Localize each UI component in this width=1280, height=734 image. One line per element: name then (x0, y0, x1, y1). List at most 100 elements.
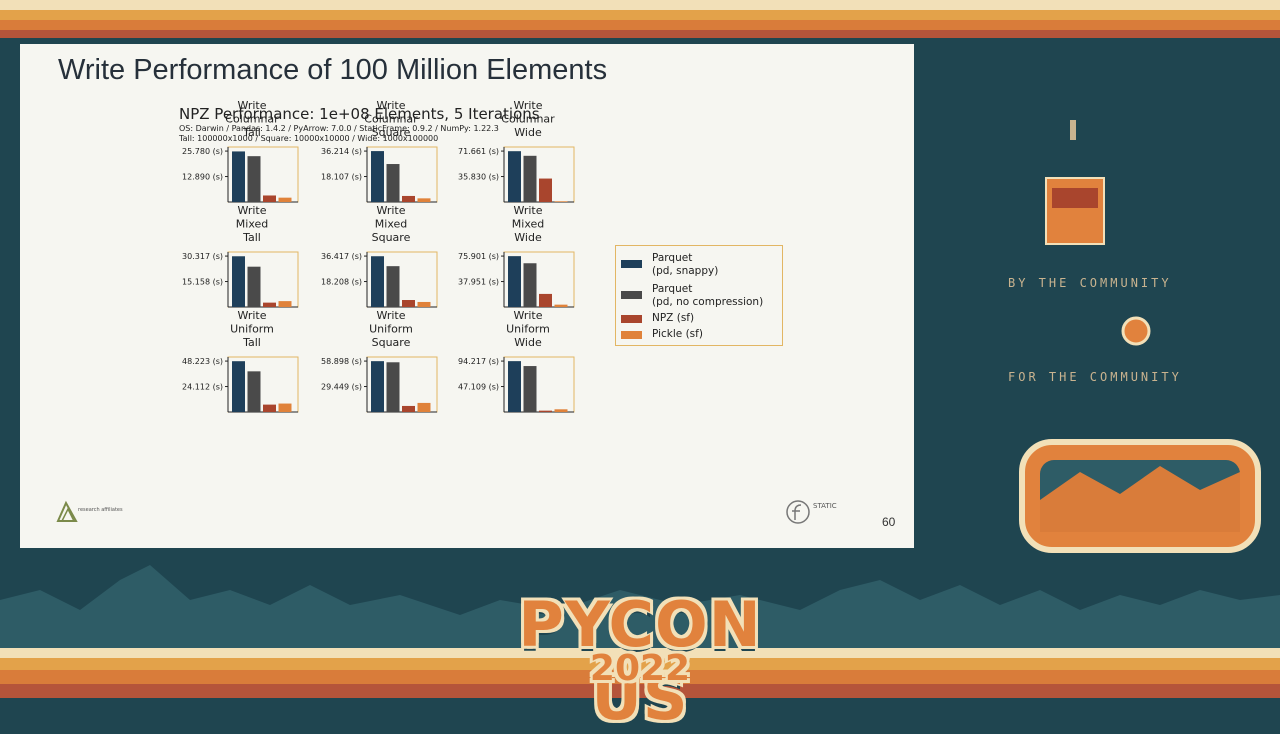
bar-4 (417, 402, 431, 412)
panel-title-line: Write (376, 99, 405, 112)
panel-title-line: Write (513, 99, 542, 112)
panel-title-line: Write (376, 309, 405, 322)
bar-4 (554, 304, 568, 307)
chart-subtitle-versions: OS: Darwin / Pandas: 1.4.2 / PyArrow: 7.… (179, 124, 499, 133)
bottom-stripe-yellow (0, 658, 1280, 670)
panel-title-line: Write (237, 309, 266, 322)
y-tick-label: 75.901 (s) (458, 252, 499, 261)
top-stripe-red (0, 30, 1280, 38)
static-frame-wordmark: STATIC (813, 502, 837, 510)
bar-2 (386, 266, 400, 307)
bar-2 (386, 164, 400, 202)
y-tick-label: 18.208 (s) (321, 278, 362, 287)
bar-2 (523, 366, 537, 412)
y-tick-label: 36.214 (s) (321, 147, 362, 156)
panel-title-line: Tall (242, 231, 261, 244)
panel-title-line: Tall (242, 336, 261, 349)
panel-title-line: Uniform (369, 323, 413, 336)
chart-subtitle-shapes: Tall: 100000x1000 / Square: 10000x10000 … (179, 134, 439, 143)
bar-1 (508, 361, 521, 412)
legend-label-line: (pd, no compression) (652, 296, 764, 308)
research-affiliates-wordmark: research affiliates (78, 507, 123, 513)
legend-label-line: (pd, snappy) (652, 265, 719, 277)
y-tick-label: 35.830 (s) (458, 173, 499, 182)
bar-4 (417, 198, 431, 202)
panel-title-line: Mixed (236, 218, 268, 231)
bar-1 (371, 361, 384, 412)
panel-title-line: Columnar (225, 113, 279, 126)
panel-title-line: Wide (514, 336, 542, 349)
bar-1 (371, 256, 384, 307)
bar-3 (402, 195, 415, 202)
bar-2 (247, 266, 261, 307)
bar-1 (232, 361, 245, 412)
panel-title-line: Uniform (506, 323, 550, 336)
slide-title: Write Performance of 100 Million Element… (58, 54, 608, 86)
top-stripe-orange (0, 20, 1280, 30)
legend-label: Pickle (sf) (652, 328, 703, 340)
page-number: 60 (882, 515, 896, 529)
bar-3 (539, 293, 552, 307)
bar-1 (232, 151, 245, 202)
bar-3 (263, 404, 276, 412)
bar-3 (539, 178, 552, 202)
static-frame-logo (786, 500, 810, 524)
y-tick-label: 71.661 (s) (458, 147, 499, 156)
bar-2 (523, 263, 537, 307)
y-tick-label: 18.107 (s) (321, 173, 362, 182)
bar-2 (247, 156, 261, 202)
legend-swatch (621, 291, 642, 299)
panel-title-line: Square (372, 126, 411, 139)
panel-title-line: Wide (514, 126, 542, 139)
y-tick-label: 48.223 (s) (182, 357, 223, 366)
panel-title-line: Tall (242, 126, 261, 139)
panel-title-line: Columnar (364, 113, 418, 126)
bottom-stripe-orange (0, 670, 1280, 684)
y-tick-label: 36.417 (s) (321, 252, 362, 261)
mountain-silhouette (0, 565, 1280, 650)
y-tick-label: 15.158 (s) (182, 278, 223, 287)
legend-label: NPZ (sf) (652, 312, 695, 324)
bar-1 (508, 151, 521, 202)
y-tick-label: 24.112 (s) (182, 383, 223, 392)
bar-4 (278, 403, 292, 412)
y-tick-label: 94.217 (s) (458, 357, 499, 366)
pycon-year: 2022 (589, 648, 691, 689)
chart-title: NPZ Performance: 1e+08 Elements, 5 Itera… (179, 105, 540, 123)
y-tick-label: 37.951 (s) (458, 278, 499, 287)
bar-3 (402, 405, 415, 412)
bar-2 (386, 362, 400, 412)
bar-4 (554, 409, 568, 412)
bar-2 (247, 371, 261, 412)
chart-legend: Parquet (pd, snappy) Parquet (pd, no com… (615, 245, 783, 346)
bar-1 (508, 256, 521, 307)
panel-title-line: Square (372, 336, 411, 349)
panel-title-line: Write (513, 204, 542, 217)
panel-title-line: Uniform (230, 323, 274, 336)
bar-4 (278, 197, 292, 202)
bottom-stripe-red (0, 684, 1280, 698)
bar-1 (371, 151, 384, 202)
panel-title-line: Write (513, 309, 542, 322)
legend-swatch (621, 260, 642, 268)
panel-title-line: Write (237, 99, 266, 112)
top-stripe-cream (0, 0, 1280, 10)
y-tick-label: 25.780 (s) (182, 147, 223, 156)
bar-3 (263, 302, 276, 307)
y-tick-label: 12.890 (s) (182, 173, 223, 182)
panel-title-line: Mixed (512, 218, 544, 231)
bar-3 (402, 300, 415, 307)
legend-label-line: Parquet (652, 252, 693, 264)
research-affiliates-logo (56, 500, 78, 522)
bottom-band (0, 698, 1280, 720)
panel-title-line: Write (237, 204, 266, 217)
bar-4 (278, 301, 292, 307)
tagline-for-community: FOR THE COMMUNITY (1008, 370, 1182, 384)
conference-decoration (1019, 120, 1261, 553)
panel-title-line: Square (372, 231, 411, 244)
y-tick-label: 58.898 (s) (321, 357, 362, 366)
bottom-stripe-cream (0, 648, 1280, 658)
bar-3 (539, 410, 552, 412)
legend-label-line: Parquet (652, 283, 693, 295)
